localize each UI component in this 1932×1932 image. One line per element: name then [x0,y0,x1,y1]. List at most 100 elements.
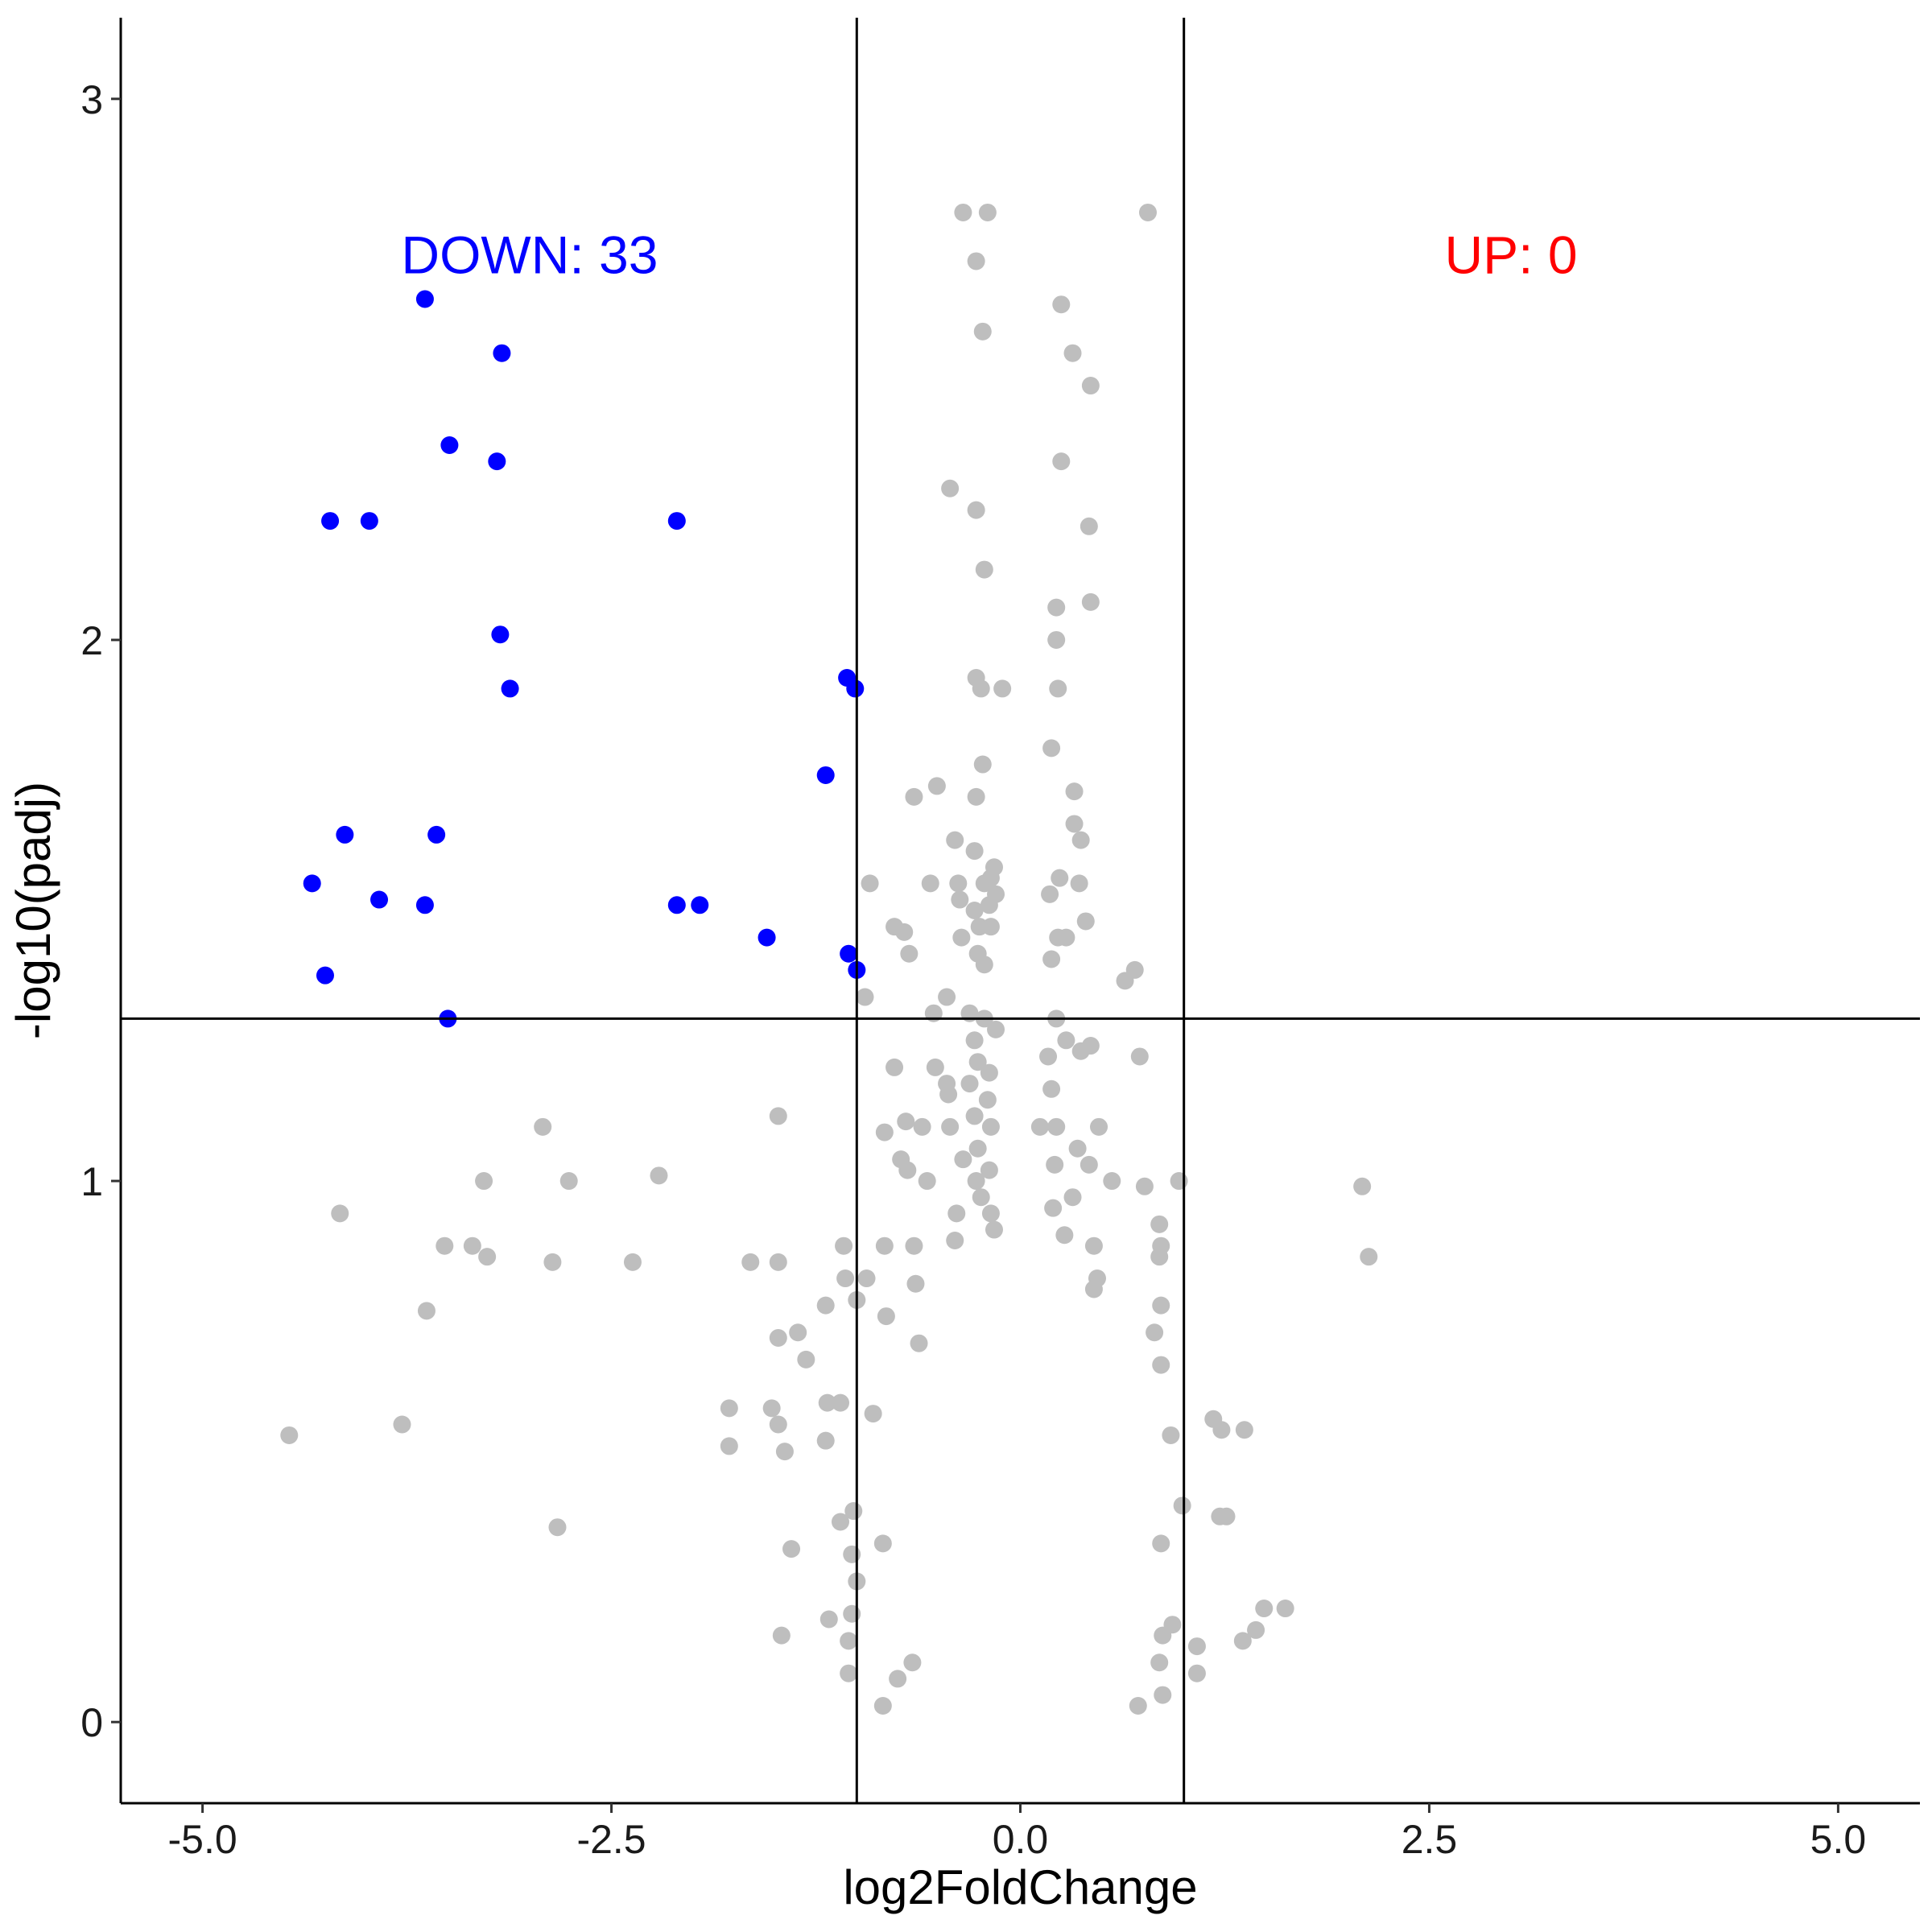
ns-point [840,1664,858,1682]
x-tick-label: 0.0 [993,1817,1049,1862]
ns-point [1052,295,1071,314]
ns-point [960,1075,979,1093]
ns-point [840,1632,858,1650]
ns-point [1081,377,1100,395]
ns-point [1187,1664,1206,1682]
ns-point [861,874,879,893]
ns-point [1070,874,1088,893]
ns-point [967,787,985,806]
threshold-lines [121,18,1920,1803]
ns-point [918,1172,936,1191]
ns-point [280,1426,299,1444]
ns-point [1187,1637,1206,1656]
down-point [758,928,776,947]
ns-point [1353,1177,1372,1195]
ns-point [819,1610,838,1629]
ns-point [772,1626,791,1645]
ns-point [877,1307,895,1326]
ns-point [475,1172,493,1191]
ns-point [1063,344,1082,362]
ns-point [816,1431,835,1450]
ns-point [1162,1426,1180,1444]
ns-point [873,1697,892,1715]
ns-point [1047,1117,1066,1136]
ns-point [1217,1507,1236,1525]
ns-point [1071,1042,1090,1060]
x-tick-label: -5.0 [168,1817,237,1862]
down-point [816,766,835,784]
ns-point [1152,1534,1170,1553]
down-point [360,512,378,530]
ns-point [1150,1248,1169,1266]
ns-point [762,1399,781,1418]
ns-point [1255,1600,1274,1618]
ns-point [972,1188,990,1207]
ns-point [843,1604,861,1623]
ns-point [1071,831,1090,849]
ns-point [978,203,997,221]
down-point [440,436,459,454]
ns-point [965,902,984,919]
x-axis-title: log2FoldChange [843,1860,1197,1914]
ns-point [1276,1600,1294,1618]
ns-point [1247,1620,1265,1639]
ns-point [1150,1653,1169,1672]
ns-point [886,1058,904,1076]
ns-point [1051,869,1069,887]
ns-point [927,777,946,795]
y-axis-title: -log10(padj) [6,782,60,1039]
ns-point [981,1204,1000,1223]
ns-point [967,1172,985,1191]
ns-point [905,1236,923,1255]
down-point [491,625,510,644]
ns-point [968,1053,987,1071]
ns-point [1138,203,1157,221]
down-point [501,679,519,698]
ns-point [1081,592,1100,611]
y-tick-label: 0 [80,1700,103,1745]
ns-point [947,1204,966,1223]
ns-point [1103,1172,1121,1191]
ns-point [1152,1356,1170,1374]
ns-point [898,1161,917,1179]
ns-point [980,1161,998,1179]
down-point [846,679,865,698]
ns-point [1129,1697,1147,1715]
ns-point [941,479,960,497]
ns-point [897,1113,915,1131]
ns-point [981,1117,1000,1136]
ns-point [775,1443,794,1461]
ns-point [946,831,964,849]
ns-point [913,1117,931,1136]
ns-point [975,560,993,579]
ns-point [1233,1632,1252,1650]
ns-point [978,1091,997,1109]
ns-point [1084,1236,1103,1255]
ns-point [1084,1280,1103,1298]
ns-point [1052,452,1071,471]
down-point [493,344,511,362]
ns-point [973,322,992,341]
ns-point [873,1534,892,1553]
ns-point [1057,1031,1075,1050]
y-tick-label: 1 [80,1159,103,1204]
ns-point [769,1107,787,1125]
ns-point [895,923,914,941]
ns-point [938,988,956,1006]
ns-point [900,944,919,963]
ns-point [393,1415,411,1434]
ns-point [1116,972,1134,990]
ns-point [946,1231,964,1249]
ns-point [534,1117,552,1136]
ns-point [951,890,969,909]
down-point [336,825,354,844]
ns-point [417,1302,436,1320]
ns-point [993,679,1012,698]
ns-point [1049,679,1067,698]
ns-point [650,1166,668,1185]
ns-point [975,956,993,974]
down-point [667,896,686,914]
ns-point [769,1328,787,1347]
down-point [691,896,709,914]
ns-point [832,1393,849,1412]
